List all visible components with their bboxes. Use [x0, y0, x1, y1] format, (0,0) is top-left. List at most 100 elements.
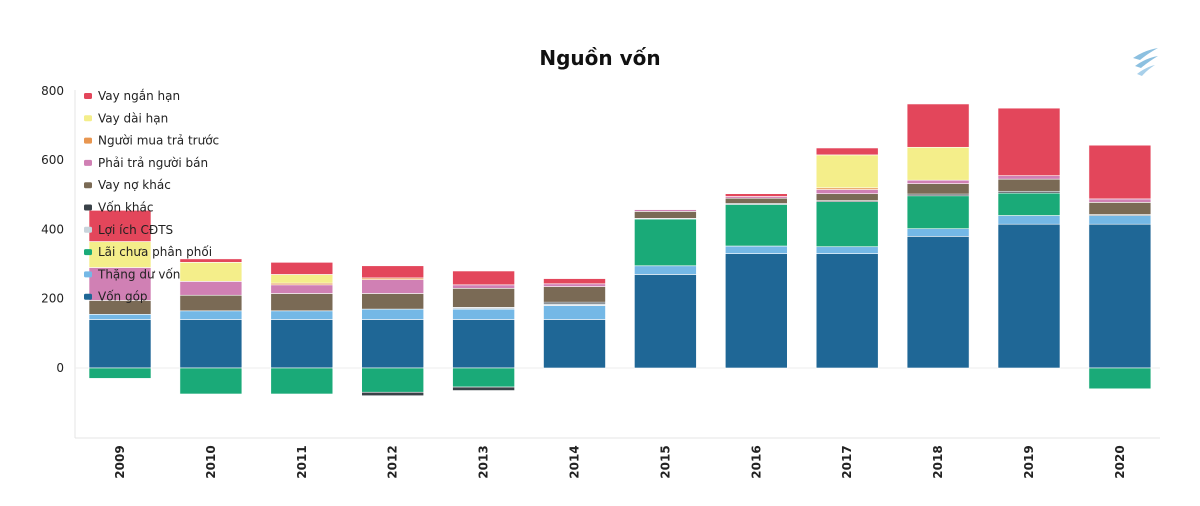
bar-segment [452, 319, 515, 369]
legend-label: Người mua trả trước [98, 134, 219, 148]
bar-segment [543, 283, 606, 287]
legend-swatch [84, 226, 92, 233]
bar-segment [361, 391, 425, 397]
brand-swoosh-icon [1133, 48, 1158, 76]
bar-segment [997, 107, 1061, 176]
bar-segment [634, 265, 697, 275]
bar-segment [634, 274, 697, 369]
bar-segment [543, 305, 606, 320]
bar-segment [361, 265, 425, 279]
bar-segment [634, 218, 697, 267]
bar-segment [452, 308, 515, 320]
bar-segment [815, 246, 879, 254]
x-tick-label: 2010 [204, 445, 218, 478]
bar-segment [179, 294, 243, 312]
bar-segment [906, 103, 970, 148]
bar-segment [634, 211, 697, 219]
y-tick-label: 600 [41, 153, 64, 167]
bar-segment [179, 310, 243, 320]
bar-segment [997, 175, 1061, 180]
bar-segment [452, 284, 515, 289]
bar-segment [1088, 367, 1152, 390]
bar-segment [361, 308, 425, 320]
x-tick-label: 2014 [568, 445, 582, 478]
y-tick-label: 400 [41, 222, 64, 236]
bar-segment [543, 319, 606, 369]
bar-segment [179, 319, 243, 369]
bar-segment [88, 267, 152, 301]
legend-swatch [84, 159, 92, 166]
bar-segment [179, 258, 243, 263]
bar-segment [815, 201, 879, 248]
bar-segment [361, 279, 425, 294]
bar-segment [815, 193, 879, 201]
legend-swatch [84, 293, 92, 300]
bar-segment [815, 253, 879, 369]
legend-swatch [84, 115, 92, 122]
legend-swatch [84, 249, 92, 256]
bar-segment [997, 223, 1061, 369]
bar-segment [1088, 202, 1152, 215]
bar-segment [906, 195, 970, 230]
legend-swatch [84, 137, 92, 144]
y-tick-labels: 0 200 400 600 800 [41, 84, 64, 375]
bar-segment [88, 367, 152, 379]
bar-segment [724, 245, 788, 254]
legend-label: Vốn khác [98, 201, 153, 215]
bar-segment [543, 286, 606, 303]
bar-segment [270, 284, 334, 294]
x-tick-label: 2012 [386, 445, 400, 478]
bar-segment [452, 386, 515, 391]
bar-segment [1088, 144, 1152, 200]
bar-segment [88, 313, 152, 320]
bar-segment [1088, 223, 1152, 369]
bar-segment [270, 367, 334, 395]
y-tick-label: 200 [41, 292, 64, 306]
bar-segment [179, 262, 243, 282]
bar-segment [724, 193, 788, 197]
bar-segment [815, 189, 879, 195]
legend-label: Vay nợ khác [98, 178, 171, 192]
bar-segment [1088, 215, 1152, 225]
x-tick-label: 2013 [477, 445, 491, 478]
x-tick-label: 2009 [113, 445, 127, 478]
bar-segment [815, 147, 879, 156]
bar-segment [906, 228, 970, 237]
y-tick-label: 800 [41, 84, 64, 98]
chart-title: Nguồn vốn [539, 46, 660, 70]
bar-segment [997, 192, 1061, 216]
legend: Vay ngắn hạn Vay dài hạn Người mua trả trư… [84, 89, 219, 304]
bar-segment [906, 179, 970, 184]
x-tick-label: 2015 [658, 445, 672, 478]
bar-segment [452, 288, 515, 308]
bar-segment [270, 319, 334, 369]
bar-segment [815, 154, 879, 189]
bar-segment [452, 367, 515, 388]
bar-segment [88, 210, 152, 242]
x-tick-label: 2018 [931, 445, 945, 478]
bar-segment [634, 209, 697, 212]
legend-swatch [84, 271, 92, 278]
legend-label: Vốn góp [98, 290, 148, 304]
legend-swatch [84, 182, 92, 189]
legend-label: Vay dài hạn [98, 111, 168, 125]
bar-segment [270, 310, 334, 320]
bar-segment [361, 293, 425, 310]
bar-segment [906, 183, 970, 195]
bar-segment [906, 146, 970, 181]
bar-segment [361, 319, 425, 369]
legend-label: Vay ngắn hạn [98, 89, 180, 103]
y-tick-label: 0 [56, 361, 64, 375]
bar-segment [1088, 198, 1152, 203]
x-tick-label: 2017 [840, 445, 854, 478]
bar-segment [724, 253, 788, 369]
x-tick-label: 2016 [749, 445, 763, 478]
bar-segment [906, 236, 970, 369]
bar-segment [270, 262, 334, 275]
legend-label: Thặng dư vốn [97, 267, 180, 281]
bar-segment [270, 293, 334, 312]
x-tick-label: 2019 [1022, 445, 1036, 478]
bars-group [88, 103, 1152, 397]
